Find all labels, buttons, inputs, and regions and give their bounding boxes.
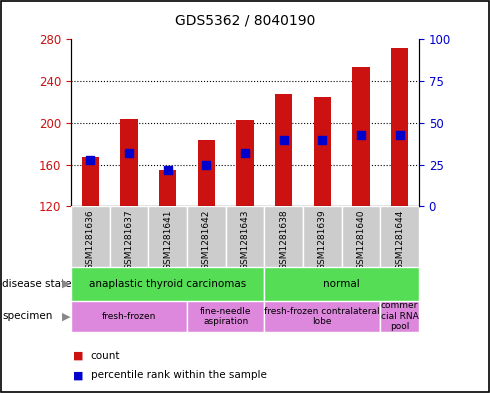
Bar — [275, 94, 293, 206]
Bar — [148, 206, 187, 267]
Text: percentile rank within the sample: percentile rank within the sample — [91, 370, 267, 380]
Text: fresh-frozen: fresh-frozen — [102, 312, 156, 321]
Bar — [264, 301, 380, 332]
Bar — [187, 206, 226, 267]
Bar — [314, 97, 331, 206]
Bar — [380, 301, 419, 332]
Text: ▶: ▶ — [62, 311, 71, 321]
Bar — [264, 267, 419, 301]
Text: fresh-frozen contralateral
lobe: fresh-frozen contralateral lobe — [265, 307, 380, 326]
Text: count: count — [91, 351, 120, 361]
Text: ■: ■ — [73, 370, 84, 380]
Text: normal: normal — [323, 279, 360, 289]
Text: ■: ■ — [73, 351, 84, 361]
Text: GSM1281644: GSM1281644 — [395, 209, 404, 270]
Bar — [264, 206, 303, 267]
Point — [396, 131, 404, 138]
Point — [318, 136, 326, 143]
Bar — [352, 68, 369, 206]
Point — [125, 150, 133, 156]
Text: GSM1281643: GSM1281643 — [241, 209, 249, 270]
Bar — [342, 206, 380, 267]
Text: specimen: specimen — [2, 311, 53, 321]
Bar — [197, 140, 215, 206]
Bar — [226, 206, 264, 267]
Bar — [82, 157, 99, 206]
Text: GSM1281636: GSM1281636 — [86, 209, 95, 270]
Bar — [391, 48, 408, 206]
Text: GSM1281639: GSM1281639 — [318, 209, 327, 270]
Point — [202, 162, 210, 168]
Text: ▶: ▶ — [62, 279, 71, 289]
Bar — [380, 206, 419, 267]
Point — [86, 156, 94, 163]
Text: GDS5362 / 8040190: GDS5362 / 8040190 — [175, 14, 315, 28]
Bar — [236, 120, 254, 206]
Point — [241, 150, 249, 156]
Point — [164, 167, 171, 173]
Text: anaplastic thyroid carcinomas: anaplastic thyroid carcinomas — [89, 279, 246, 289]
Text: GSM1281641: GSM1281641 — [163, 209, 172, 270]
Text: GSM1281637: GSM1281637 — [124, 209, 134, 270]
Point — [280, 136, 288, 143]
Text: commer
cial RNA
pool: commer cial RNA pool — [381, 301, 418, 331]
Bar — [159, 170, 176, 206]
Bar — [303, 206, 342, 267]
Bar — [71, 267, 264, 301]
Bar — [187, 301, 264, 332]
Text: fine-needle
aspiration: fine-needle aspiration — [200, 307, 251, 326]
Bar — [71, 301, 187, 332]
Bar — [121, 119, 138, 206]
Text: GSM1281642: GSM1281642 — [202, 209, 211, 270]
Bar — [71, 206, 110, 267]
Text: disease state: disease state — [2, 279, 72, 289]
Point — [357, 131, 365, 138]
Text: GSM1281638: GSM1281638 — [279, 209, 288, 270]
Text: GSM1281640: GSM1281640 — [356, 209, 366, 270]
Bar — [110, 206, 148, 267]
